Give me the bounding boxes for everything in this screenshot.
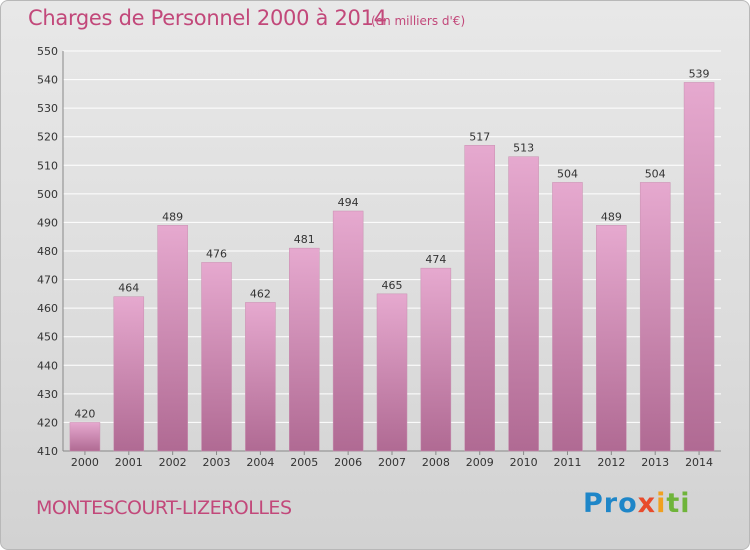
data-label-2000: 420 (74, 407, 95, 420)
data-label-2012: 489 (601, 210, 622, 223)
data-label-2011: 504 (557, 167, 578, 180)
proxiti-logo[interactable]: Proxiti (583, 488, 691, 519)
y-tick-label: 470 (37, 274, 58, 287)
x-tick-label: 2001 (115, 456, 143, 469)
data-label-2004: 462 (250, 287, 271, 300)
bar-2000 (69, 422, 101, 452)
bar-2001 (113, 296, 145, 452)
x-tick-label: 2003 (203, 456, 231, 469)
data-label-2005: 481 (294, 233, 315, 246)
y-tick-label: 420 (37, 416, 58, 429)
x-tick-label: 2013 (641, 456, 669, 469)
logo-part-x: x (637, 488, 657, 519)
data-label-2007: 465 (382, 279, 403, 292)
data-label-2009: 517 (469, 130, 490, 143)
y-tick-label: 430 (37, 388, 58, 401)
data-label-2003: 476 (206, 247, 227, 260)
bar-2003 (201, 262, 232, 452)
y-tick-label: 490 (37, 216, 58, 229)
bar-2004 (245, 302, 276, 452)
commune-name: MONTESCOURT-LIZEROLLES (36, 497, 292, 519)
x-tick-label: 2000 (71, 456, 99, 469)
bar-2013 (639, 182, 671, 452)
bar-2014 (683, 82, 715, 452)
data-label-2013: 504 (645, 167, 666, 180)
data-label-2001: 464 (118, 282, 139, 295)
x-tick-label: 2006 (334, 456, 362, 469)
bar-2008 (420, 267, 452, 452)
logo-part-pro: Pro (583, 488, 638, 519)
data-label-2010: 513 (513, 142, 534, 155)
y-tick-label: 530 (37, 102, 58, 115)
y-tick-label: 540 (37, 74, 58, 87)
y-tick-label: 510 (37, 159, 58, 172)
bar-2007 (376, 293, 408, 452)
chart-title: Charges de Personnel 2000 à 2014 (28, 6, 387, 30)
bar-2006 (332, 210, 364, 452)
x-tick-label: 2009 (466, 456, 494, 469)
logo-part-ti: ti (666, 488, 691, 519)
chart-subtitle: (en milliers d'€) (371, 14, 466, 28)
x-tick-label: 2011 (553, 456, 581, 469)
y-tick-label: 460 (37, 302, 58, 315)
bar-2010 (508, 156, 539, 452)
bar-2011 (552, 182, 583, 452)
x-tick-label: 2012 (597, 456, 625, 469)
x-tick-label: 2008 (422, 456, 450, 469)
bar-2005 (289, 247, 320, 452)
x-tick-label: 2002 (159, 456, 187, 469)
y-tick-label: 480 (37, 245, 58, 258)
y-tick-label: 450 (37, 331, 58, 344)
bar-2009 (464, 145, 495, 452)
x-tick-label: 2010 (510, 456, 538, 469)
data-label-2014: 539 (689, 67, 710, 80)
y-tick-label: 500 (37, 188, 58, 201)
y-tick-label: 550 (37, 45, 58, 58)
x-tick-label: 2005 (290, 456, 318, 469)
x-tick-label: 2004 (246, 456, 274, 469)
data-label-2002: 489 (162, 210, 183, 223)
x-tick-label: 2007 (378, 456, 406, 469)
data-label-2006: 494 (338, 196, 359, 209)
data-label-2008: 474 (425, 253, 446, 266)
y-tick-label: 410 (37, 445, 58, 458)
y-tick-label: 520 (37, 131, 58, 144)
y-tick-label: 440 (37, 359, 58, 372)
bar-2002 (157, 225, 188, 452)
logo-part-i: i (656, 488, 667, 519)
bar-2012 (596, 225, 627, 452)
x-tick-label: 2014 (685, 456, 713, 469)
